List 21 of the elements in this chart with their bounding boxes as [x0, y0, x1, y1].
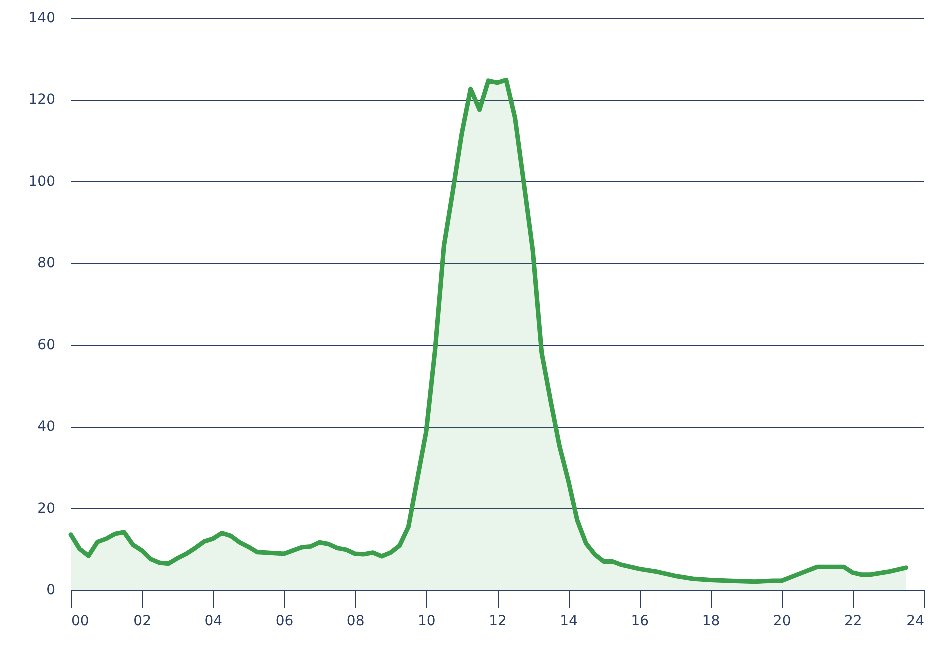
- x-tick-label: 04: [204, 614, 223, 630]
- x-tick-label: 12: [489, 614, 507, 630]
- x-tick-label: 08: [346, 614, 365, 630]
- x-tick-label: 10: [418, 614, 436, 630]
- y-tick-label: 100: [28, 174, 56, 190]
- y-tick-label: 20: [38, 500, 56, 517]
- x-tick-label: 14: [560, 614, 578, 630]
- y-tick-label: 140: [28, 10, 56, 26]
- x-tick-label: 24: [906, 614, 925, 630]
- x-tick-label: 16: [631, 614, 650, 630]
- y-tick-label: 40: [38, 419, 56, 436]
- x-tick-label: 22: [844, 614, 862, 630]
- x-tick-label: 02: [134, 614, 152, 630]
- x-tick-label: 06: [276, 614, 294, 630]
- y-tick-label: 0: [46, 582, 56, 598]
- x-tick-label: 20: [773, 614, 792, 630]
- y-tick-label: 120: [28, 92, 56, 108]
- y-tick-label: 60: [38, 337, 56, 354]
- x-tick-label: 18: [702, 614, 720, 630]
- x-tick-label: 00: [72, 614, 90, 630]
- y-tick-label: 80: [38, 256, 56, 272]
